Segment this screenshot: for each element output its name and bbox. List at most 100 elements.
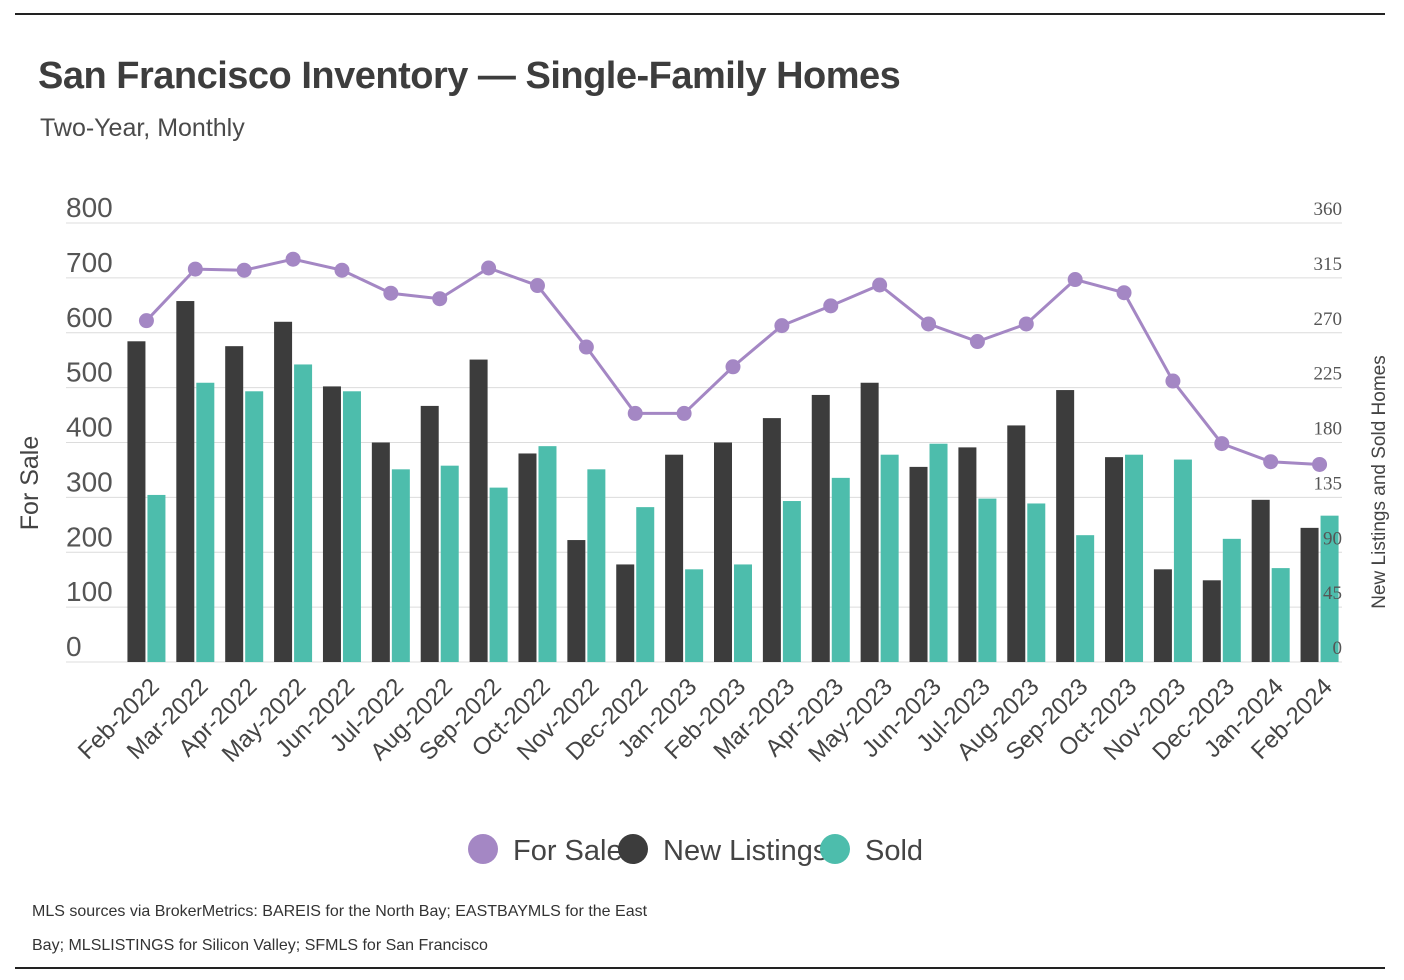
bar-new-listings xyxy=(1300,527,1319,662)
for-sale-point xyxy=(1018,316,1034,332)
bar-sold xyxy=(1125,454,1144,662)
bar-new-listings xyxy=(127,341,146,662)
y-tick-label-right: 180 xyxy=(1314,419,1343,440)
bar-sold xyxy=(929,443,948,662)
bar-sold xyxy=(734,564,752,662)
for-sale-point xyxy=(481,260,497,276)
bar-sold xyxy=(636,507,655,662)
y-tick-label-right: 0 xyxy=(1333,638,1343,659)
for-sale-point xyxy=(383,285,399,301)
for-sale-point xyxy=(285,251,301,267)
bar-sold xyxy=(880,454,899,662)
bar-sold xyxy=(440,465,459,662)
for-sale-point xyxy=(1312,456,1328,472)
legend-label: Sold xyxy=(865,835,923,867)
for-sale-point xyxy=(1067,272,1083,288)
for-sale-point xyxy=(676,405,692,421)
for-sale-line xyxy=(138,251,1328,472)
source-note-line-2: Bay; MLSLISTINGS for Silicon Valley; SFM… xyxy=(32,937,488,954)
for-sale-point xyxy=(823,298,839,314)
bar-new-listings xyxy=(1007,425,1026,662)
legend-marker xyxy=(468,834,498,864)
bottom-rule xyxy=(15,967,1385,969)
for-sale-point xyxy=(1116,285,1132,301)
for-sale-point xyxy=(969,334,985,350)
y-tick-label-left: 200 xyxy=(66,521,113,552)
y-tick-label-left: 0 xyxy=(66,631,82,662)
for-sale-point xyxy=(774,318,790,334)
legend-marker xyxy=(820,834,850,864)
legend-label: For Sale xyxy=(513,835,623,867)
bar-new-listings xyxy=(371,442,390,662)
legend-label: New Listings xyxy=(663,835,827,867)
bar-new-listings xyxy=(567,540,586,662)
y-tick-label-left: 400 xyxy=(66,412,113,443)
bar-sold xyxy=(1076,535,1095,662)
bar-new-listings xyxy=(1251,499,1270,662)
for-sale-point xyxy=(1165,373,1181,389)
y-tick-label-right: 315 xyxy=(1314,254,1343,275)
bar-sold xyxy=(1222,538,1241,662)
for-sale-point xyxy=(725,359,741,375)
chart-title: San Francisco Inventory — Single-Family … xyxy=(38,55,901,97)
bar-new-listings xyxy=(176,301,195,662)
bar-new-listings xyxy=(225,346,244,662)
for-sale-point xyxy=(1263,454,1279,470)
for-sale-point xyxy=(872,277,888,293)
bar-sold xyxy=(342,391,361,662)
bar-sold xyxy=(294,364,313,662)
bar-new-listings xyxy=(1202,580,1221,662)
bar-sold xyxy=(196,382,215,662)
y-tick-label-right: 270 xyxy=(1314,309,1343,330)
for-sale-point xyxy=(1214,436,1230,452)
bar-sold xyxy=(1320,515,1339,662)
for-sale-point xyxy=(138,313,154,329)
bar-new-listings xyxy=(1153,569,1172,662)
bar-new-listings xyxy=(665,454,684,662)
for-sale-point xyxy=(236,262,252,278)
for-sale-point xyxy=(627,405,643,421)
bar-sold xyxy=(1173,459,1192,662)
bar-new-listings xyxy=(322,386,341,662)
bar-new-listings xyxy=(909,466,928,662)
bar-new-listings xyxy=(714,442,732,662)
y-tick-label-right: 360 xyxy=(1314,199,1343,220)
for-sale-point xyxy=(578,339,594,355)
bar-new-listings xyxy=(1056,390,1075,662)
bar-new-listings xyxy=(420,405,439,662)
top-rule xyxy=(15,13,1385,15)
bar-new-listings xyxy=(274,321,293,662)
bars xyxy=(127,301,1339,662)
y-tick-label-left: 100 xyxy=(66,576,113,607)
source-note-line-1: MLS sources via BrokerMetrics: BAREIS fo… xyxy=(32,903,648,920)
bar-sold xyxy=(1271,568,1290,662)
for-sale-point xyxy=(187,261,203,277)
bar-new-listings xyxy=(518,453,537,662)
for-sale-point xyxy=(334,262,350,278)
y-tick-label-left: 700 xyxy=(66,247,113,278)
legend-marker xyxy=(618,834,648,864)
bar-new-listings xyxy=(469,359,488,662)
bar-new-listings xyxy=(860,382,879,662)
for-sale-point xyxy=(529,278,545,294)
axes: 0 100 200 300 400 500 600 700 800 0 45 90 135 180 225 2… xyxy=(66,192,1342,768)
legend: For Sale New Listings Sold xyxy=(468,834,923,867)
y-tick-label-right: 225 xyxy=(1314,364,1343,385)
bar-sold xyxy=(587,469,606,662)
bar-sold xyxy=(978,498,997,662)
bar-sold xyxy=(685,569,704,662)
bar-sold xyxy=(245,391,264,662)
bar-sold xyxy=(147,494,166,662)
bar-sold xyxy=(538,446,557,662)
for-sale-point xyxy=(921,316,937,332)
y-tick-label-left: 800 xyxy=(66,192,113,223)
y-tick-label-right: 135 xyxy=(1314,473,1343,494)
y-tick-label-left: 300 xyxy=(66,466,113,497)
bar-sold xyxy=(489,487,508,662)
bar-new-listings xyxy=(616,564,635,662)
y-axis-label-right: New Listings and Sold Homes xyxy=(1369,355,1390,608)
y-axis-label-left: For Sale xyxy=(16,436,44,530)
chart-subtitle: Two-Year, Monthly xyxy=(40,114,245,142)
y-tick-label-left: 500 xyxy=(66,357,113,388)
